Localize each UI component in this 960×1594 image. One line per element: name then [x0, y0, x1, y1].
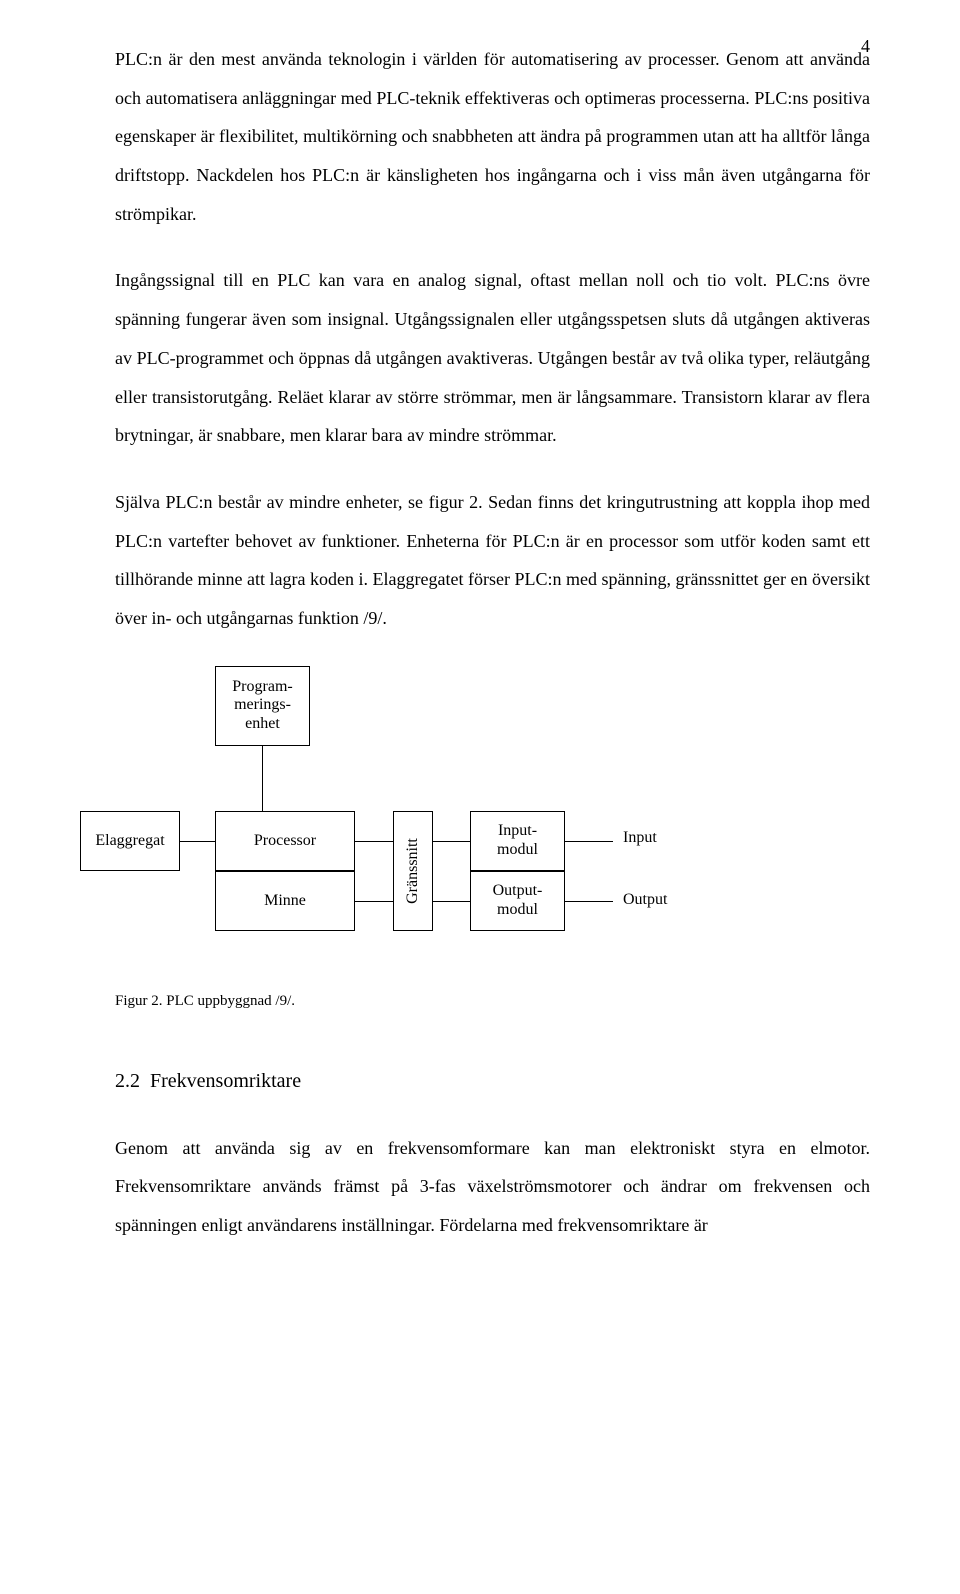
box-granssnitt: Gränssnitt	[393, 811, 433, 931]
plc-block-diagram: Program-merings-enhet Elaggregat Process…	[80, 666, 720, 971]
box-elaggregat: Elaggregat	[80, 811, 180, 871]
box-input-modul: Input-modul	[470, 811, 565, 871]
connector	[433, 901, 470, 902]
connector	[565, 901, 613, 902]
section-number: 2.2	[115, 1070, 140, 1092]
paragraph-4: Genom att använda sig av en frekvensomfo…	[115, 1129, 870, 1245]
connector	[565, 841, 613, 842]
label-input: Input	[623, 829, 657, 847]
box-output-modul: Output-modul	[470, 871, 565, 931]
figure-2: Program-merings-enhet Elaggregat Process…	[115, 666, 870, 1010]
paragraph-1: PLC:n är den mest använda teknologin i v…	[115, 40, 870, 233]
label-output: Output	[623, 891, 667, 909]
connector	[355, 841, 393, 842]
box-programmeringsenhet: Program-merings-enhet	[215, 666, 310, 746]
granssnitt-label: Gränssnitt	[404, 838, 422, 904]
box-minne: Minne	[215, 871, 355, 931]
paragraph-2: Ingångssignal till en PLC kan vara en an…	[115, 261, 870, 454]
figure-caption: Figur 2. PLC uppbyggnad /9/.	[115, 993, 870, 1010]
connector	[355, 901, 393, 902]
page: 4 PLC:n är den mest använda teknologin i…	[0, 0, 960, 1594]
connector	[180, 841, 215, 842]
section-title: Frekvensomriktare	[150, 1070, 301, 1092]
page-number: 4	[861, 36, 870, 57]
box-processor: Processor	[215, 811, 355, 871]
connector	[433, 841, 470, 842]
connector	[262, 746, 263, 811]
section-heading: 2.2 Frekvensomriktare	[115, 1070, 870, 1093]
paragraph-3: Själva PLC:n består av mindre enheter, s…	[115, 483, 870, 638]
